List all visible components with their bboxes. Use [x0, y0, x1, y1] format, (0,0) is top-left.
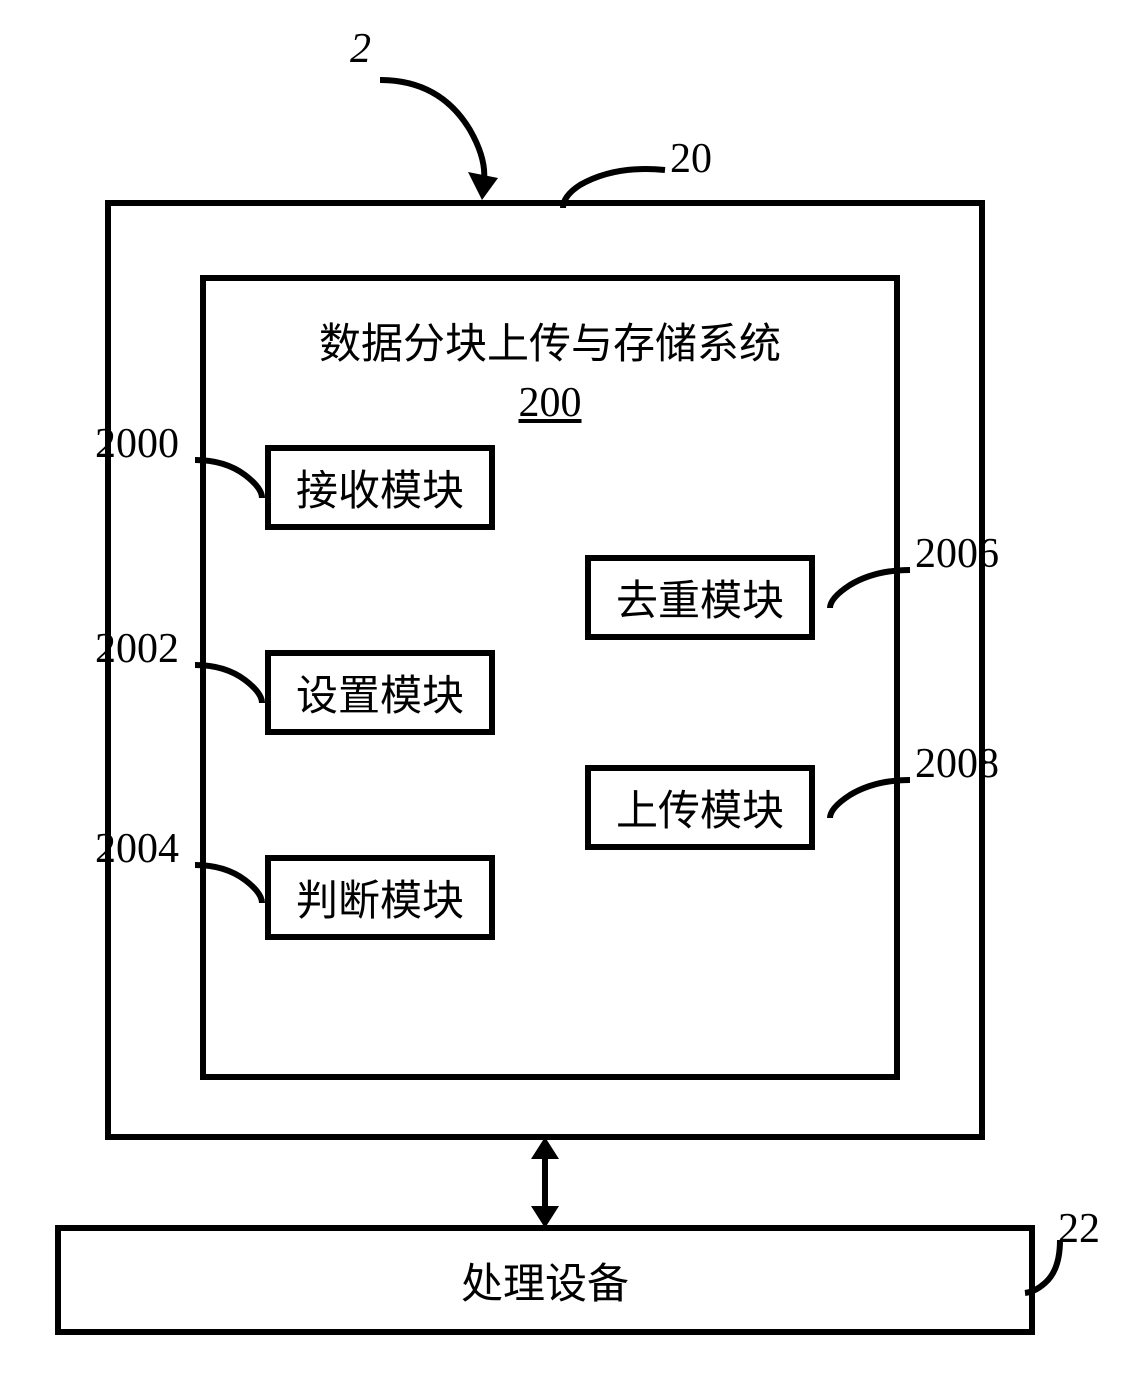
module-2000-text: 接收模块	[296, 457, 464, 518]
module-2008-text: 上传模块	[616, 777, 784, 838]
module-2006-text: 去重模块	[616, 567, 784, 628]
double-arrow	[520, 1135, 570, 1230]
module-2000: 接收模块	[265, 445, 495, 530]
figure-label-2: 2	[350, 25, 371, 73]
diagram-canvas: 2 20 数据分块上传与存储系统 200 接收模块 设置模块 判断模块 去重模块…	[0, 0, 1128, 1392]
system-title-block: 数据分块上传与存储系统 200	[250, 310, 850, 427]
leader-22	[1020, 1235, 1075, 1300]
leader-2006	[815, 560, 915, 615]
leader-2002	[190, 655, 280, 710]
module-2004-text: 判断模块	[296, 867, 464, 928]
module-2008: 上传模块	[585, 765, 815, 850]
module-2002: 设置模块	[265, 650, 495, 735]
module-2006: 去重模块	[585, 555, 815, 640]
leader-20	[555, 150, 685, 220]
module-2002-text: 设置模块	[296, 662, 464, 723]
label-2008: 2008	[915, 740, 999, 788]
label-2004: 2004	[95, 825, 179, 873]
leader-arrow-2	[370, 60, 530, 210]
processing-box: 处理设备	[55, 1225, 1035, 1335]
system-number: 200	[519, 380, 582, 426]
leader-2004	[190, 855, 280, 910]
system-title: 数据分块上传与存储系统	[250, 310, 850, 371]
leader-2008	[815, 770, 915, 825]
processing-text: 处理设备	[461, 1250, 629, 1311]
label-2000: 2000	[95, 420, 179, 468]
label-2002: 2002	[95, 625, 179, 673]
module-2004: 判断模块	[265, 855, 495, 940]
label-2006: 2006	[915, 530, 999, 578]
leader-2000	[190, 450, 280, 505]
